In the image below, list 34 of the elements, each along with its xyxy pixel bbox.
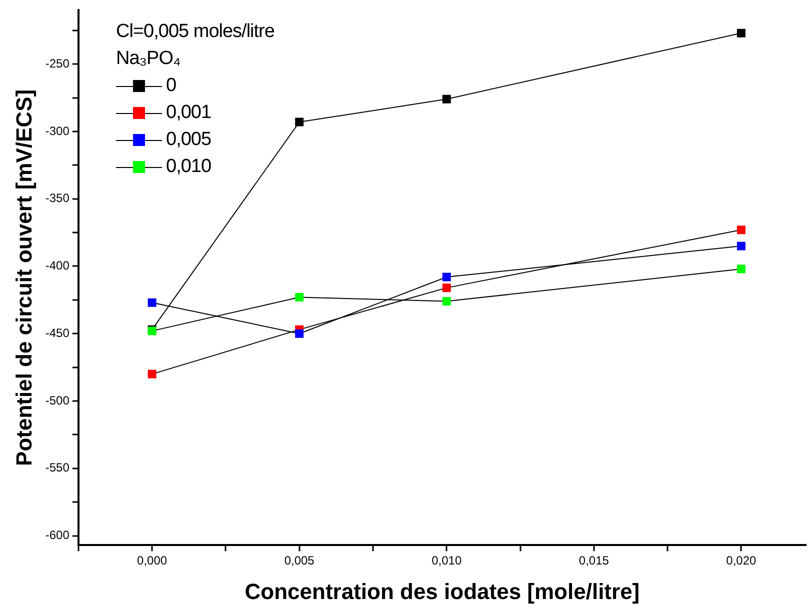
x-axis-title: Concentration des iodates [mole/litre] [244,578,640,604]
point [295,118,304,126]
point [736,226,746,234]
y-tick-label: -250 [45,56,70,70]
y-tick-label: -400 [45,258,70,273]
y-tick-label: -350 [45,191,70,206]
point [736,242,746,250]
point [442,94,451,104]
legend-label: 0,001 [166,101,212,125]
point [442,297,451,306]
point [148,370,156,378]
y-axis-title: Potentiel de circuit ouvert [mV/ECS] [11,89,36,466]
point [295,329,304,338]
point [442,272,451,282]
legend-title: Na₃PO₄ [116,47,182,71]
point [736,28,746,38]
y-tick-label: -600 [45,528,70,542]
legend-label: 0,005 [166,128,212,152]
x-tick-label: 0,015 [578,554,610,568]
legend-label: 0 [166,74,176,98]
y-tick-label: -500 [45,393,70,408]
point [736,264,746,274]
x-tick-label: 0,010 [432,554,462,568]
y-tick-label: -450 [45,326,70,340]
legend-label: 0,010 [166,155,212,179]
y-tick-label: -550 [45,460,70,475]
point [295,293,304,302]
x-tick-label: 0,020 [726,554,757,568]
x-tick-label: 0,005 [284,554,315,568]
x-tick-label: 0,000 [137,554,168,568]
annotation: Cl=0,005 moles/litre [116,20,274,44]
point [442,284,451,292]
point [148,298,156,307]
y-tick-label: -300 [45,124,70,138]
